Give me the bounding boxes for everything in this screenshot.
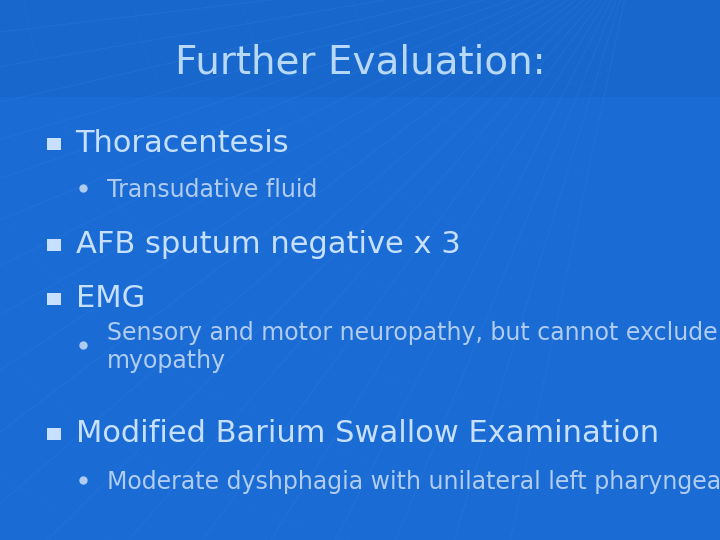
- FancyBboxPatch shape: [47, 428, 61, 440]
- Text: Modified Barium Swallow Examination: Modified Barium Swallow Examination: [76, 418, 659, 448]
- FancyBboxPatch shape: [47, 239, 61, 251]
- Text: Transudative fluid: Transudative fluid: [107, 178, 317, 202]
- Text: Moderate dyshphagia with unilateral left pharyngeal weakness: Moderate dyshphagia with unilateral left…: [107, 470, 720, 494]
- Bar: [0, 0, 720, 97]
- Text: Further Evaluation:: Further Evaluation:: [175, 43, 545, 81]
- Text: Thoracentesis: Thoracentesis: [76, 129, 289, 158]
- FancyBboxPatch shape: [47, 138, 61, 150]
- Text: Sensory and motor neuropathy, but cannot exclude
myopathy: Sensory and motor neuropathy, but cannot…: [107, 321, 717, 373]
- FancyBboxPatch shape: [47, 293, 61, 305]
- Text: AFB sputum negative x 3: AFB sputum negative x 3: [76, 230, 460, 259]
- Text: EMG: EMG: [76, 284, 145, 313]
